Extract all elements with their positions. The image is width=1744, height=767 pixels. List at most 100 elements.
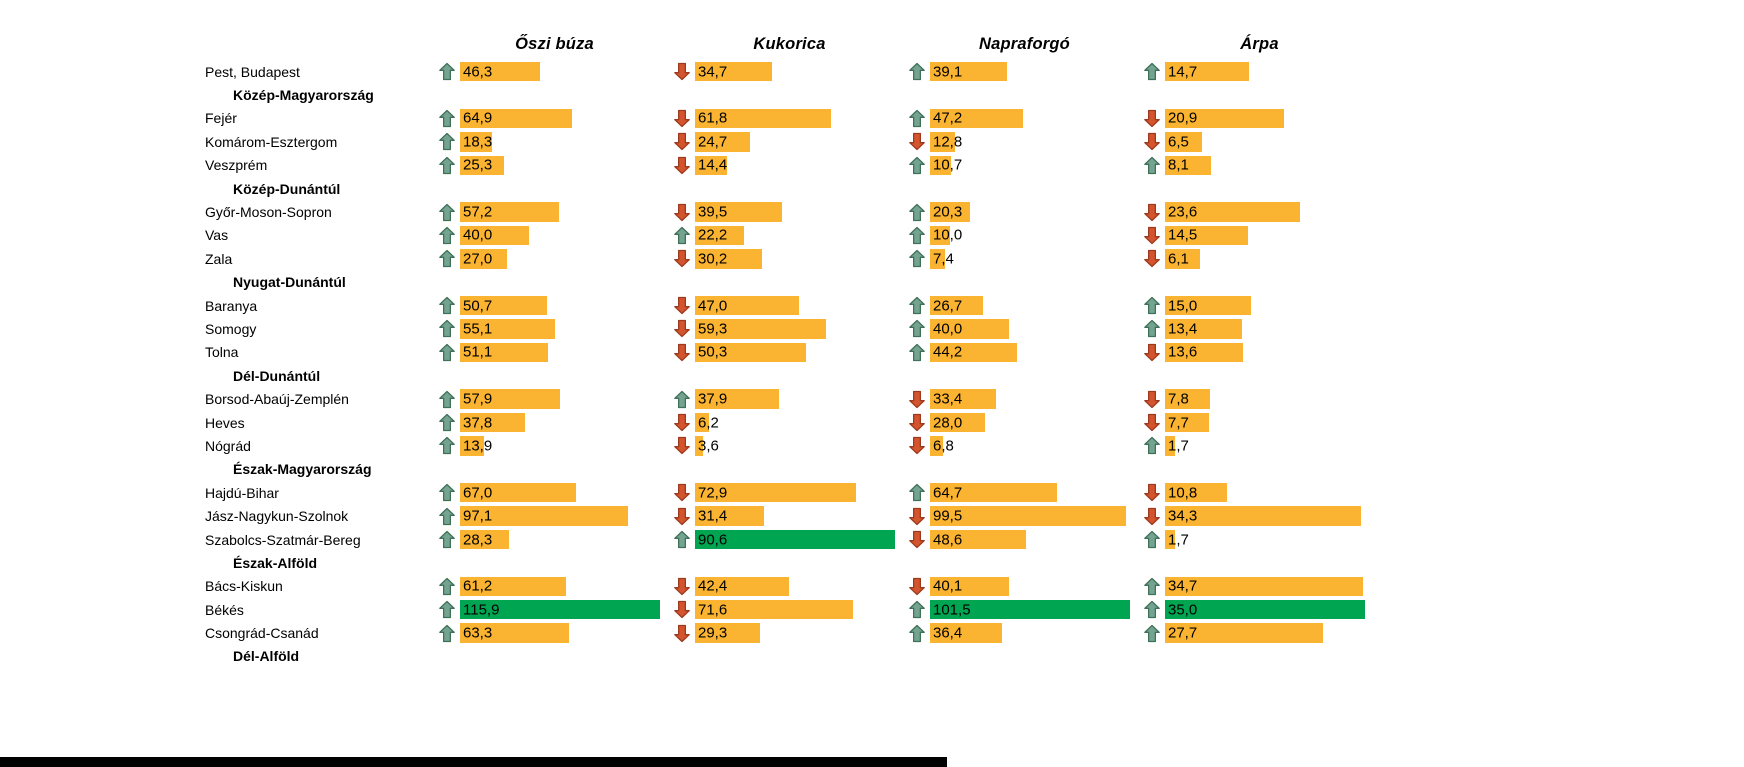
up-arrow-icon — [1142, 319, 1162, 338]
value-bar — [930, 506, 1126, 526]
value-bar — [695, 389, 779, 409]
value-bar — [695, 342, 806, 363]
bar-track: 20,9 — [1165, 108, 1365, 129]
value-label: 35,0 — [1168, 601, 1198, 619]
value-cell: 1,7 — [1142, 528, 1377, 551]
value-cell: 28,0 — [907, 411, 1142, 434]
down-arrow-icon — [672, 577, 692, 596]
down-arrow-icon — [672, 413, 692, 432]
region-row: Észak-Alföld — [0, 551, 1744, 574]
region-label: Észak-Magyarország — [233, 461, 372, 478]
bar-track: 14,7 — [1165, 61, 1365, 82]
value-label: 6,2 — [698, 414, 719, 432]
county-label: Pest, Budapest — [205, 63, 300, 80]
value-label: 46,3 — [463, 63, 493, 81]
value-label: 6,8 — [933, 437, 954, 455]
value-cell: 64,7 — [907, 481, 1142, 504]
value-label: 34,7 — [1168, 577, 1198, 595]
value-label: 39,5 — [698, 203, 728, 221]
value-cell: 26,7 — [907, 294, 1142, 317]
value-bar — [930, 319, 1009, 339]
bar-track: 34,7 — [695, 61, 895, 82]
value-label: 14,5 — [1168, 226, 1198, 244]
value-label: 6,1 — [1168, 250, 1189, 268]
up-arrow-icon — [1142, 156, 1162, 175]
value-label: 64,9 — [463, 109, 493, 127]
value-cell: 13,4 — [1142, 317, 1377, 340]
value-bar — [1165, 202, 1300, 222]
bar-track: 27,0 — [460, 249, 660, 269]
value-label: 40,0 — [933, 320, 963, 338]
county-row: Vas 40,0 22,2 10,0 14,5 — [0, 224, 1744, 247]
bar-track: 3,6 — [695, 436, 895, 456]
down-arrow-icon — [907, 390, 927, 409]
value-cell: 72,9 — [672, 481, 907, 504]
value-bar — [1165, 225, 1248, 246]
value-bar — [1165, 436, 1175, 456]
value-bar — [930, 225, 950, 246]
bar-track: 27,7 — [1165, 623, 1365, 643]
value-cell: 61,2 — [437, 575, 672, 598]
value-bar — [460, 389, 560, 409]
down-arrow-icon — [672, 343, 692, 362]
value-label: 36,4 — [933, 624, 963, 642]
value-cell: 6,8 — [907, 434, 1142, 457]
up-arrow-icon — [437, 436, 457, 455]
value-bar — [695, 202, 782, 222]
value-bar — [695, 155, 727, 175]
value-cell: 28,3 — [437, 528, 672, 551]
bar-track: 22,2 — [695, 225, 895, 246]
value-bar — [1165, 576, 1363, 597]
value-label: 13,6 — [1168, 343, 1198, 361]
county-row: Jász-Nagykun-Szolnok 97,1 31,4 99,5 34,3 — [0, 504, 1744, 527]
value-bar — [460, 506, 628, 526]
bar-track: 39,1 — [930, 61, 1130, 82]
up-arrow-icon — [437, 249, 457, 268]
value-bar — [1165, 295, 1251, 316]
county-row: Hajdú-Bihar 67,0 72,9 64,7 10,8 — [0, 481, 1744, 504]
up-arrow-icon — [907, 624, 927, 643]
value-label: 40,1 — [933, 577, 963, 595]
bar-track: 14,4 — [695, 155, 895, 175]
county-row: Csongrád-Csanád 63,3 29,3 36,4 27,7 — [0, 621, 1744, 644]
down-arrow-icon — [672, 600, 692, 619]
county-label: Győr-Moson-Sopron — [205, 204, 332, 221]
up-arrow-icon — [437, 390, 457, 409]
bar-track: 31,4 — [695, 506, 895, 526]
down-arrow-icon — [672, 62, 692, 81]
value-bar — [930, 61, 1007, 82]
bar-track: 61,8 — [695, 108, 895, 129]
bar-track: 48,6 — [930, 529, 1130, 550]
value-label: 59,3 — [698, 320, 728, 338]
up-arrow-icon — [672, 530, 692, 549]
region-label: Nyugat-Dunántúl — [233, 274, 346, 291]
county-row: Győr-Moson-Sopron 57,2 39,5 20,3 23,6 — [0, 200, 1744, 223]
value-bar — [1165, 319, 1242, 339]
bar-track: 37,8 — [460, 412, 660, 433]
up-arrow-icon — [1142, 600, 1162, 619]
value-cell: 7,7 — [1142, 411, 1377, 434]
county-label: Békés — [205, 601, 244, 618]
value-label: 51,1 — [463, 343, 493, 361]
value-label: 8,1 — [1168, 156, 1189, 174]
up-arrow-icon — [672, 226, 692, 245]
value-cell: 30,2 — [672, 247, 907, 270]
county-label: Hajdú-Bihar — [205, 484, 279, 501]
value-cell: 57,9 — [437, 387, 672, 410]
value-label: 57,2 — [463, 203, 493, 221]
value-cell: 6,5 — [1142, 130, 1377, 153]
bar-track: 6,8 — [930, 436, 1130, 456]
value-bar — [930, 412, 985, 433]
up-arrow-icon — [437, 483, 457, 502]
value-bar — [695, 319, 826, 339]
region-row: Észak-Magyarország — [0, 458, 1744, 481]
value-bar — [460, 202, 559, 222]
value-bar — [1165, 529, 1175, 550]
value-cell: 97,1 — [437, 504, 672, 527]
value-label: 37,8 — [463, 414, 493, 432]
bar-track: 13,9 — [460, 436, 660, 456]
value-label: 44,2 — [933, 343, 963, 361]
bar-track: 99,5 — [930, 506, 1130, 526]
value-bar — [1165, 61, 1249, 82]
up-arrow-icon — [907, 249, 927, 268]
